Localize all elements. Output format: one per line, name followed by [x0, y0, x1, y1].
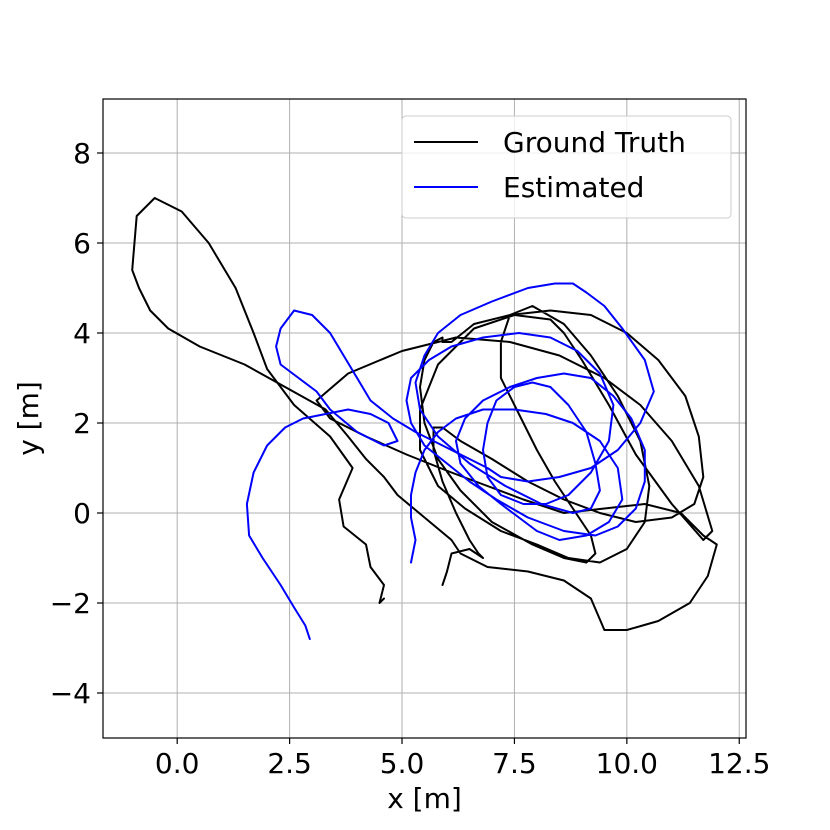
series-layer — [131, 197, 718, 640]
y-tick-label: 0 — [73, 497, 91, 530]
series-line-0 — [131, 197, 718, 631]
legend-box — [401, 115, 732, 219]
x-tick-label: 7.5 — [492, 747, 537, 780]
y-tick-label: −2 — [50, 587, 91, 620]
x-tick-label: 5.0 — [380, 747, 425, 780]
x-tick-label: 10.0 — [596, 747, 658, 780]
y-tick-label: −4 — [50, 677, 91, 710]
y-axis-label: y [m] — [12, 381, 45, 456]
x-tick-label: 12.5 — [708, 747, 770, 780]
legend-label-estimated: Estimated — [503, 171, 644, 204]
y-tick-label: 6 — [73, 227, 91, 260]
ticks: 0.0 2.5 5.0 7.5 10.0 12.5 −4 −2 0 2 4 6 8 — [50, 137, 771, 780]
y-tick-label: 8 — [73, 137, 91, 170]
x-axis-label: x [m] — [387, 782, 462, 815]
y-tick-label: 4 — [73, 317, 91, 350]
legend: Ground Truth Estimated — [401, 115, 732, 219]
x-tick-label: 0.0 — [155, 747, 200, 780]
legend-label-ground-truth: Ground Truth — [503, 126, 686, 159]
series-line-1 — [245, 282, 655, 640]
y-tick-label: 2 — [73, 407, 91, 440]
plot-frame — [102, 98, 747, 739]
x-tick-label: 2.5 — [267, 747, 312, 780]
